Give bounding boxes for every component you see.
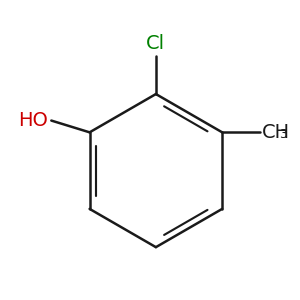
- Text: HO: HO: [19, 111, 48, 130]
- Text: CH: CH: [262, 123, 290, 142]
- Text: Cl: Cl: [146, 34, 166, 53]
- Text: 3: 3: [279, 128, 287, 141]
